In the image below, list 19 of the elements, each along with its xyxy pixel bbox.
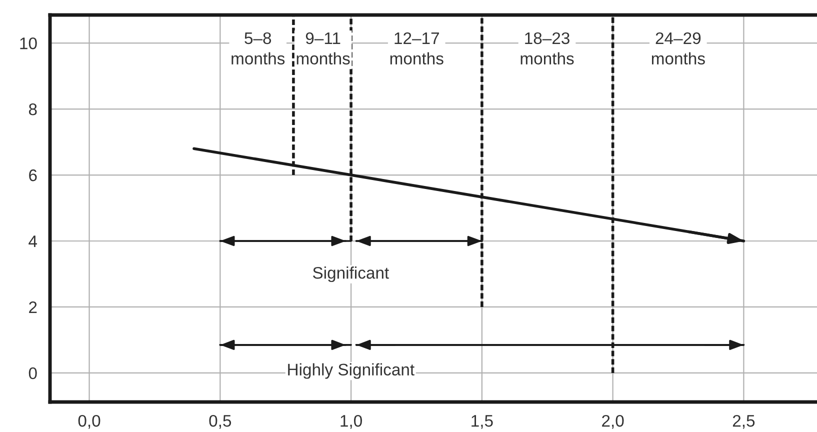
annotation: 18–23 months (520, 32, 574, 64)
x-tick-label: 0,5 (209, 414, 232, 429)
x-tick-label: 2,5 (732, 414, 755, 429)
annotation: 24–29 months (652, 32, 705, 64)
y-tick-label: 4 (28, 236, 38, 248)
annotation: 5–8 months (232, 32, 285, 64)
y-tick-label: 10 (20, 37, 37, 50)
annotation: Highly Significant (288, 363, 414, 379)
x-tick-label: 0,0 (78, 414, 100, 429)
x-tick-label: 1,5 (472, 415, 493, 429)
x-tick-label: 2,0 (602, 414, 624, 429)
y-tick-label: 2 (29, 301, 37, 314)
x-tick-label: 1,0 (340, 414, 362, 429)
annotation: Significant (312, 266, 389, 282)
annotation: 9–11 months (296, 32, 350, 64)
y-tick-label: 0 (28, 367, 37, 380)
y-tick-label: 6 (29, 169, 37, 182)
y-tick-label: 8 (28, 103, 37, 116)
annotation: 12–17 months (390, 32, 444, 64)
